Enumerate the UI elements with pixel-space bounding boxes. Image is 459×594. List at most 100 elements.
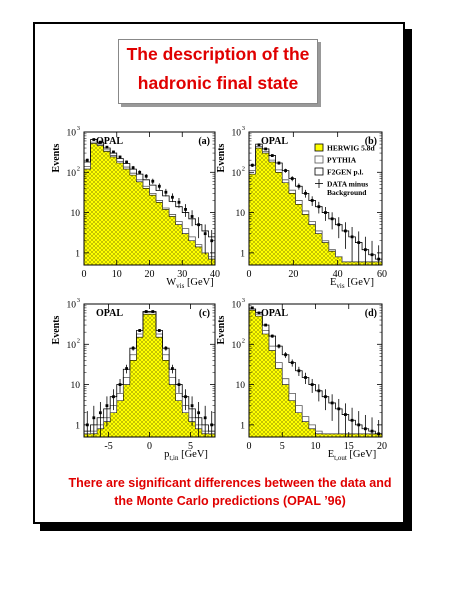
data-point-panel-2: [324, 211, 327, 214]
legend-label-f2gen: F2GEN p.l.: [327, 168, 364, 177]
y-tick-label: 10: [236, 381, 246, 391]
histogram-f2gen-panel-1: [83, 139, 216, 265]
y-tick-label: 10: [232, 341, 242, 351]
axes-frame-panel-2: [248, 131, 383, 266]
x-tick-label: 0: [247, 269, 252, 280]
experiment-label: OPAL: [96, 136, 123, 147]
data-point-panel-2: [250, 163, 254, 167]
histogram-herwig-panel-1: [83, 143, 216, 266]
caption-line-1: There are significant differences betwee…: [68, 476, 392, 490]
data-point-panel-4: [330, 401, 334, 405]
data-point-panel-3: [138, 329, 142, 332]
x-tick-label: 20: [288, 269, 298, 280]
data-point-panel-2: [304, 191, 307, 195]
y-tick-exponent: 3: [77, 125, 80, 132]
data-point-panel-1: [190, 215, 194, 218]
slide-title-box: The description of the hadronic final st…: [118, 39, 318, 104]
data-point-panel-4: [324, 395, 327, 399]
x-tick-label: 15: [344, 441, 354, 452]
histogram-f2gen-panel-3: [83, 311, 216, 437]
data-point-panel-1: [98, 140, 102, 144]
x-tick-label: 40: [210, 269, 220, 280]
data-point-panel-4: [304, 376, 307, 379]
y-tick-label: 10: [67, 169, 77, 179]
data-point-panel-3: [92, 416, 96, 420]
experiment-label: OPAL: [261, 136, 288, 147]
data-point-panel-1: [112, 150, 115, 154]
x-tick-label: 20: [377, 441, 387, 452]
legend-label-pythia: PYTHIA: [327, 156, 357, 165]
data-point-panel-1: [138, 170, 142, 174]
y-tick-label: 1: [75, 421, 80, 431]
data-point-panel-1: [144, 174, 148, 178]
data-point-panel-3: [177, 383, 181, 386]
legend-label-herwig: HERWIG 5.8d: [327, 144, 375, 153]
legend-swatch-pythia: [314, 155, 324, 164]
data-point-panel-4: [284, 353, 287, 357]
data-point-panel-4: [310, 383, 314, 386]
legend-label-data-1: DATA minus: [327, 180, 368, 189]
data-point-panel-4: [264, 323, 268, 327]
data-point-panel-4: [317, 389, 321, 393]
data-point-panel-4: [250, 306, 254, 310]
data-point-panel-4: [363, 427, 367, 431]
data-point-panel-2: [257, 143, 261, 147]
data-point-panel-4: [277, 344, 281, 348]
x-tick-label: -5: [104, 441, 112, 452]
data-point-panel-2: [377, 257, 381, 261]
y-tick-label: 10: [232, 129, 242, 139]
y-tick-exponent: 2: [77, 165, 80, 172]
legend-swatch-herwig: [314, 143, 324, 152]
y-tick-label: 1: [75, 249, 80, 259]
y-tick-exponent: 3: [77, 297, 80, 304]
y-tick-label: 10: [232, 169, 242, 179]
data-point-panel-1: [157, 184, 161, 188]
data-point-panel-4: [377, 432, 381, 436]
data-point-panel-3: [125, 367, 128, 370]
data-point-panel-1: [118, 155, 122, 159]
data-point-panel-3: [98, 411, 102, 415]
data-point-panel-3: [144, 310, 148, 313]
data-point-panel-3: [190, 404, 194, 408]
data-point-panel-1: [184, 207, 187, 211]
x-axis-label: pt,in [GeV]: [164, 449, 208, 462]
data-point-panel-2: [277, 161, 281, 165]
legend-swatch-f2gen: [314, 167, 324, 176]
histogram-pythia-panel-3: [83, 311, 216, 437]
data-point-panel-3: [171, 367, 174, 370]
data-point-panel-2: [350, 235, 354, 239]
data-point-panel-3: [105, 404, 109, 408]
histogram-pythia-panel-1: [83, 141, 216, 265]
y-axis-label: Events: [216, 315, 227, 344]
y-tick-label: 10: [67, 129, 77, 139]
y-tick-label: 1: [240, 421, 245, 431]
data-point-panel-2: [284, 169, 287, 173]
y-tick-exponent: 2: [242, 165, 245, 172]
data-point-panel-4: [270, 334, 274, 338]
data-point-panel-3: [151, 310, 155, 313]
x-tick-label: 60: [377, 269, 387, 280]
data-point-panel-2: [344, 229, 347, 233]
data-point-panel-1: [197, 223, 201, 227]
y-tick-exponent: 2: [77, 337, 80, 344]
data-point-panel-4: [257, 311, 261, 315]
data-point-panel-2: [290, 177, 294, 180]
data-point-panel-2: [270, 154, 274, 157]
data-point-panel-1: [105, 145, 109, 149]
data-point-panel-4: [357, 423, 361, 427]
y-tick-label: 1: [240, 249, 245, 259]
y-axis-label: Events: [51, 143, 62, 172]
data-point-panel-1: [131, 166, 135, 170]
experiment-label: OPAL: [261, 308, 288, 319]
x-axis-label: Evis [GeV]: [330, 277, 374, 290]
slide-caption: There are significant differences betwee…: [40, 474, 420, 510]
data-point-panel-1: [92, 138, 96, 141]
y-tick-exponent: 3: [242, 125, 245, 132]
experiment-label: OPAL: [96, 308, 123, 319]
legend-label-data-2: Background: [327, 188, 367, 197]
x-tick-label: 0: [247, 441, 252, 452]
data-point-panel-1: [177, 200, 181, 204]
data-point-panel-3: [164, 346, 168, 350]
x-tick-label: 20: [145, 269, 155, 280]
y-tick-label: 10: [232, 301, 242, 311]
